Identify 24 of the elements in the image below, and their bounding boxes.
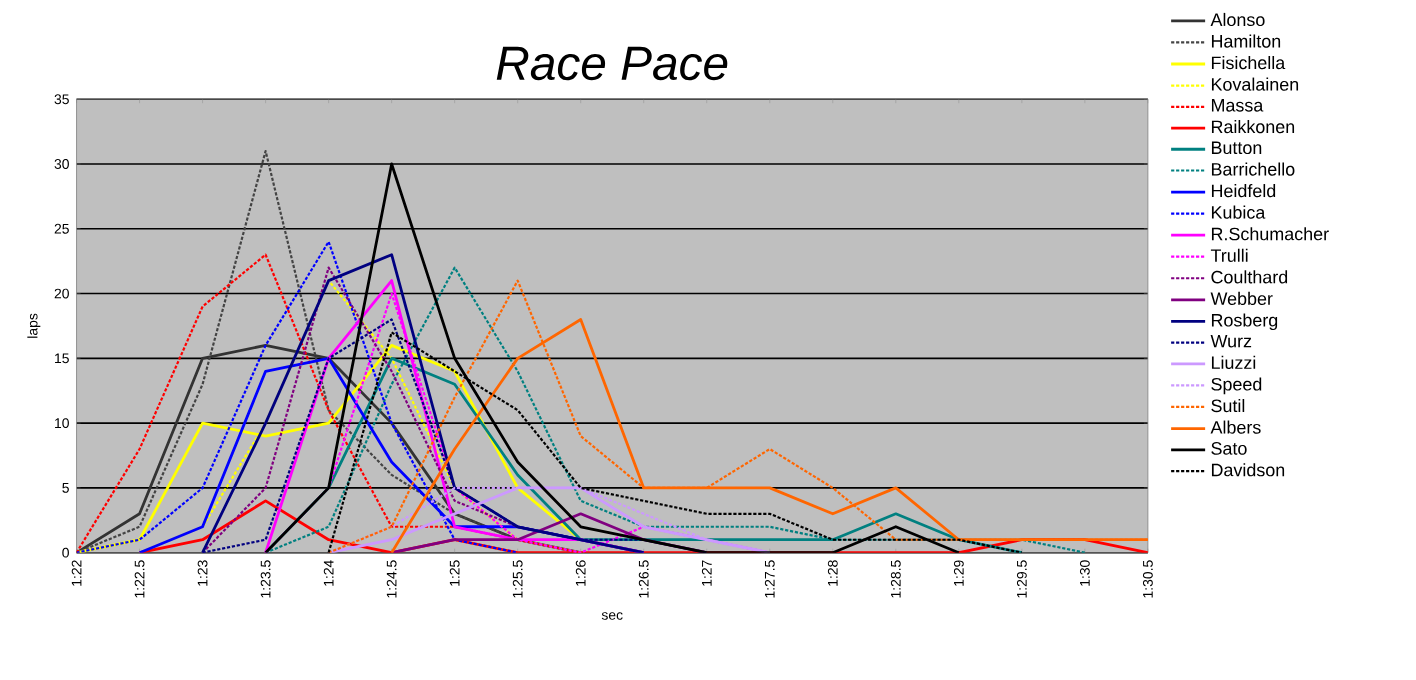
legend-label: Speed [1211, 377, 1262, 395]
legend-label: Hamilton [1211, 34, 1281, 48]
legend-label: Raikkonen [1211, 119, 1295, 134]
legend-label: Button [1211, 141, 1262, 155]
legend-label: Davidson [1211, 463, 1285, 477]
legend-label: Webber [1210, 291, 1273, 305]
legend-label: Alonso [1210, 12, 1265, 26]
legend-label: Liuzzi [1211, 355, 1256, 369]
legend-label: Fisichella [1211, 55, 1286, 70]
legend-label: Coulthard [1211, 270, 1288, 284]
legend-label: Wurz [1210, 334, 1252, 348]
legend-label: Albers [1210, 420, 1261, 434]
legend-label: Rosberg [1211, 313, 1278, 331]
legend-label: Kovalainen [1211, 77, 1299, 91]
chart-title: Race Pace [496, 46, 728, 81]
legend-label: Massa [1211, 99, 1264, 112]
legend-label: Barrichello [1211, 162, 1295, 176]
legend-label: Heidfeld [1211, 183, 1276, 198]
legend-label: Sutil [1211, 398, 1245, 413]
legend-label: R.Schumacher [1211, 227, 1329, 241]
legend-label: Kubica [1211, 205, 1266, 219]
legend-label: Sato [1211, 442, 1247, 455]
line-series [76, 240, 519, 553]
legend-label: Trulli [1210, 248, 1248, 262]
